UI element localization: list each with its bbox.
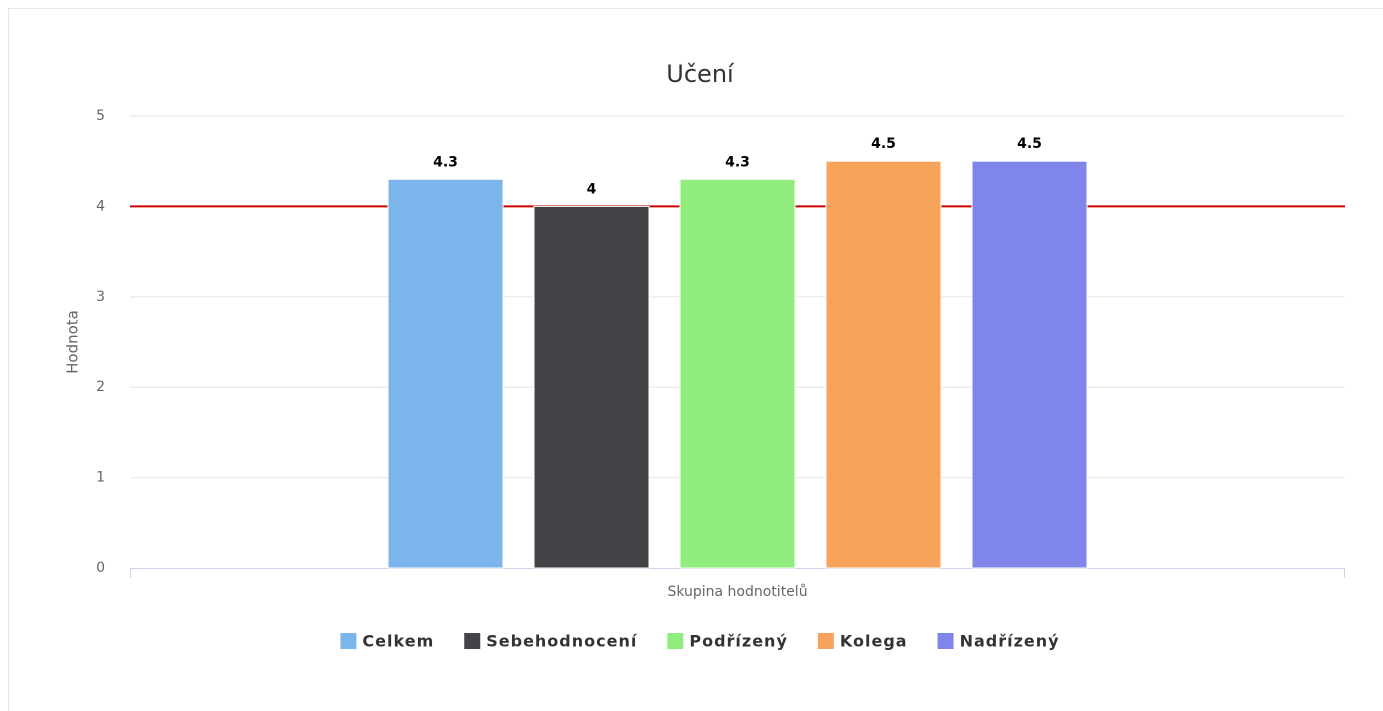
y-tick-label: 2 [96,379,105,395]
bar [971,160,1088,569]
y-axis-title: Hodnota [64,310,82,374]
legend-swatch [340,633,357,649]
legend-label: Nadřízený [960,632,1060,651]
y-tick-label: 5 [96,108,105,124]
data-label: 4.3 [725,154,750,170]
legend-swatch [817,633,834,649]
legend-label: Celkem [362,632,434,651]
bar [825,160,942,569]
data-label: 4 [587,181,597,197]
data-label: 4.5 [871,136,896,152]
legend-swatch [464,633,481,649]
legend-label: Podřízený [689,632,788,651]
chart-title: Učení [666,60,735,88]
legend-swatch [667,633,684,649]
bar [387,178,504,569]
data-label: 4.3 [433,154,458,170]
legend-label: Sebehodnocení [486,632,638,651]
legend-label: Kolega [840,632,908,651]
legend-swatch [937,633,954,649]
x-tick-label: Skupina hodnotitelů [667,584,807,600]
y-tick-label: 0 [96,560,105,576]
y-tick-label: 1 [96,470,105,486]
data-label: 4.5 [1017,136,1042,152]
y-tick-label: 4 [96,198,105,214]
bar [679,178,796,569]
y-tick-label: 3 [96,289,105,305]
bar [533,205,650,569]
